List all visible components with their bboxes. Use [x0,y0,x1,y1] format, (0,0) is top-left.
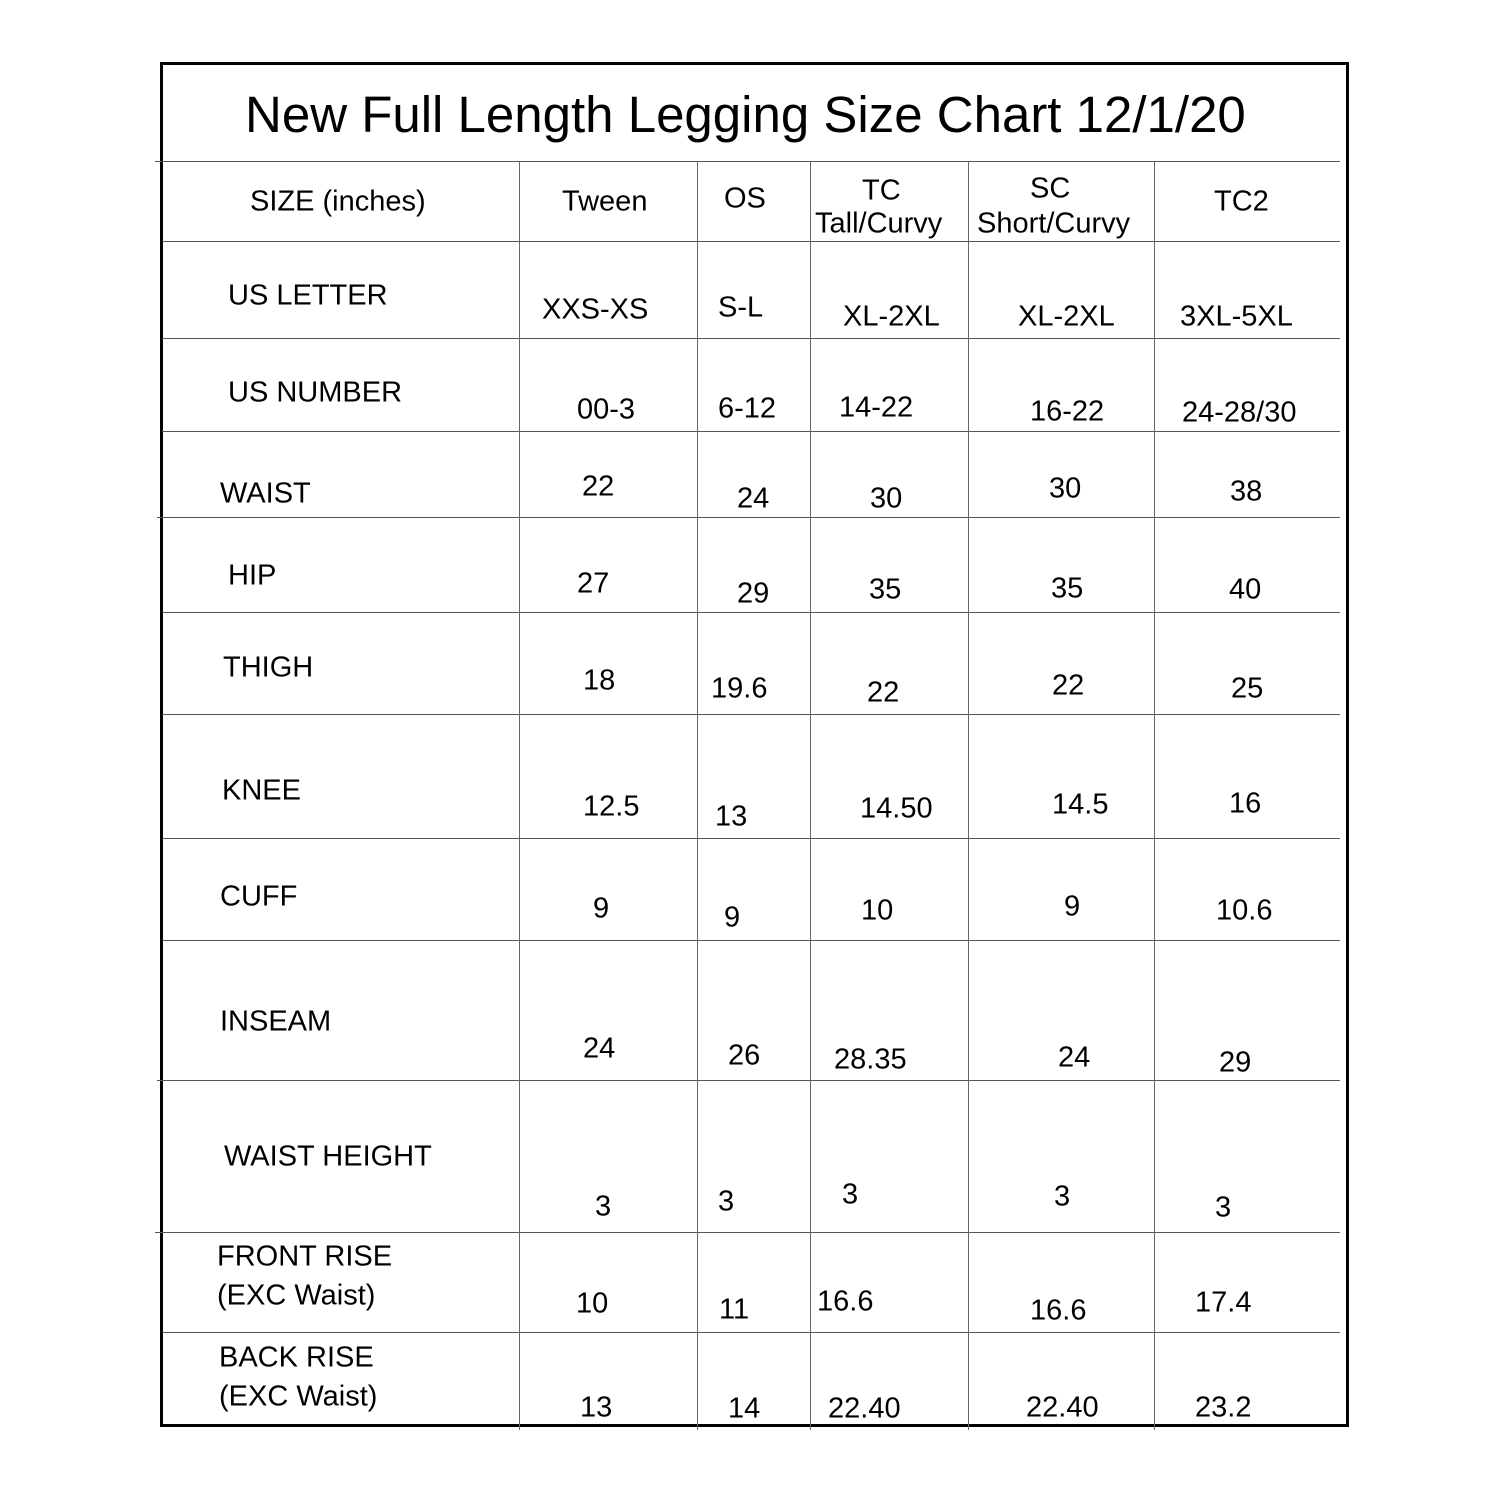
row-label: HIP [228,559,277,592]
size-chart-table [160,62,1349,1427]
table-cell: 40 [1229,573,1262,606]
grid-line [162,612,1340,613]
table-cell: XL-2XL [1018,300,1115,333]
table-cell: 22 [1052,669,1085,702]
grid-line [810,161,811,1430]
table-cell: 16.6 [817,1285,874,1318]
table-cell: 22.40 [828,1392,901,1425]
row-label: CUFF [220,880,298,913]
grid-line [155,1232,1340,1233]
table-cell: 14.50 [860,792,933,825]
table-cell: 35 [1051,572,1084,605]
table-cell: 23.2 [1195,1391,1252,1424]
table-cell: 22 [867,676,900,709]
table-cell: 9 [1064,890,1081,923]
table-cell: 3 [1054,1180,1071,1213]
column-header-subtitle: Short/Curvy [977,207,1131,240]
table-cell: 13 [580,1391,613,1424]
table-cell: 24 [583,1032,616,1065]
table-cell: 17.4 [1195,1286,1252,1319]
table-cell: 38 [1230,475,1263,508]
table-cell: 00-3 [577,393,636,426]
grid-line [157,1080,1340,1081]
table-cell: 29 [1219,1046,1252,1079]
table-cell: 27 [577,567,610,600]
table-cell: 16 [1229,787,1262,820]
row-label: WAIST HEIGHT [224,1140,432,1173]
table-cell: 13 [715,800,748,833]
row-label: US LETTER [228,279,388,312]
table-cell: 16.6 [1030,1294,1087,1327]
table-cell: 25 [1231,672,1264,705]
table-cell: 26 [728,1039,761,1072]
row-label: INSEAM [220,1005,332,1038]
grid-line [162,838,1340,839]
column-header: SC [1030,172,1071,205]
table-cell: 3XL-5XL [1180,300,1293,333]
grid-line [162,338,1340,339]
row-label: US NUMBER [228,376,403,409]
table-cell: 9 [593,892,610,925]
row-label-note: (EXC Waist) [217,1279,376,1312]
table-cell: XXS-XS [542,293,649,326]
table-cell: 18 [583,664,616,697]
row-label: THIGH [223,651,314,684]
table-cell: 3 [1215,1191,1232,1224]
table-cell: 3 [842,1178,859,1211]
grid-line [162,241,1340,242]
table-cell: 30 [870,482,903,515]
grid-line [519,161,520,1430]
column-header-subtitle: Tall/Curvy [815,207,943,240]
table-cell: 3 [718,1185,735,1218]
grid-line [162,1332,1340,1333]
table-cell: 9 [724,901,741,934]
grid-line [1154,161,1155,1430]
table-cell: 10.6 [1216,894,1273,927]
table-cell: 11 [719,1293,750,1326]
table-cell: 22 [582,470,615,503]
grid-line [162,431,1340,432]
column-header: TC [862,174,901,207]
table-cell: 24-28/30 [1182,396,1297,429]
table-cell: 24 [737,482,770,515]
table-cell: 30 [1049,472,1082,505]
table-cell: 14.5 [1052,788,1109,821]
table-cell: 29 [737,577,770,610]
table-cell: S-L [718,291,764,324]
row-label: KNEE [222,774,301,807]
row-label: WAIST [220,477,311,510]
table-cell: 6-12 [718,392,777,425]
page-title: New Full Length Legging Size Chart 12/1/… [245,86,1246,143]
table-cell: 3 [595,1190,612,1223]
header-size-label: SIZE (inches) [250,185,426,218]
grid-line [162,940,1340,941]
table-cell: 14 [728,1392,761,1425]
table-cell: 22.40 [1026,1391,1099,1424]
grid-line [155,161,1340,162]
grid-line [162,714,1340,715]
table-cell: 12.5 [583,790,640,823]
column-header: Tween [562,185,648,218]
table-cell: 14-22 [839,391,914,424]
table-cell: 16-22 [1030,395,1105,428]
table-cell: 24 [1058,1041,1091,1074]
row-label-note: (EXC Waist) [219,1380,378,1413]
table-cell: 10 [576,1287,609,1320]
grid-line [968,161,969,1430]
table-cell: 10 [861,894,894,927]
table-cell: 28.35 [834,1043,907,1076]
row-label: FRONT RISE [217,1240,393,1273]
column-header: TC2 [1214,185,1269,218]
grid-line [157,517,1340,518]
table-cell: XL-2XL [843,300,940,333]
table-cell: 35 [869,573,902,606]
table-cell: 19.6 [711,672,768,705]
grid-line [697,161,698,1430]
row-label: BACK RISE [219,1341,374,1374]
column-header: OS [724,182,766,215]
